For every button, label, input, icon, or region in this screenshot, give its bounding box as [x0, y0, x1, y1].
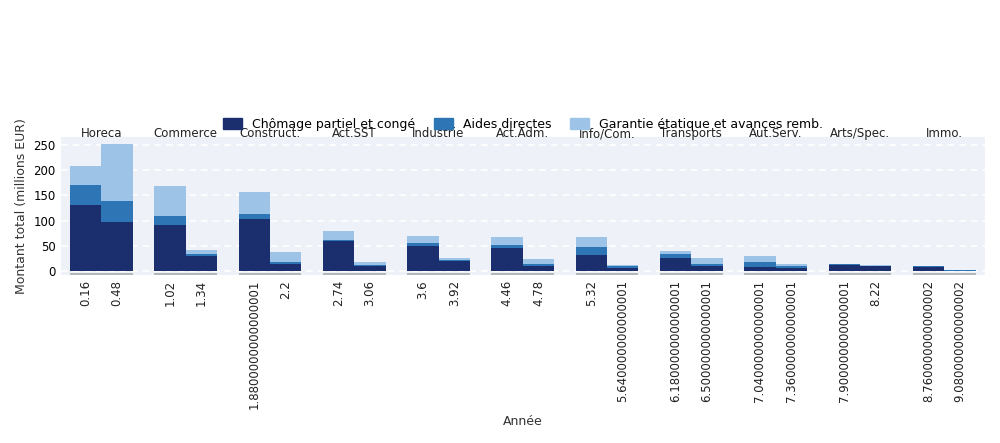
Bar: [407, 243, 439, 246]
Text: Arts/Spec.: Arts/Spec.: [830, 128, 890, 140]
Bar: [660, 259, 691, 271]
Bar: [776, 268, 807, 271]
Bar: [439, 260, 470, 271]
Bar: [744, 267, 776, 271]
Bar: [186, 254, 217, 256]
Bar: [576, 237, 607, 247]
Bar: [323, 240, 354, 241]
Bar: [354, 262, 386, 264]
Bar: [154, 216, 186, 225]
Bar: [523, 264, 554, 266]
Bar: [101, 144, 133, 201]
Bar: [913, 267, 944, 271]
Bar: [323, 241, 354, 271]
Bar: [691, 264, 723, 266]
Bar: [186, 256, 217, 271]
Bar: [101, 201, 133, 222]
Bar: [239, 214, 270, 219]
Bar: [860, 265, 891, 266]
Text: Commerce: Commerce: [154, 128, 218, 140]
Bar: [607, 268, 638, 271]
Bar: [270, 264, 301, 271]
Bar: [776, 266, 807, 268]
Bar: [491, 245, 523, 248]
Bar: [691, 266, 723, 271]
Bar: [660, 254, 691, 259]
Bar: [576, 255, 607, 271]
Bar: [913, 266, 944, 267]
Bar: [607, 266, 638, 268]
Bar: [239, 219, 270, 271]
Bar: [523, 259, 554, 264]
Bar: [691, 259, 723, 264]
Bar: [744, 256, 776, 262]
Bar: [576, 247, 607, 255]
Text: Transports: Transports: [660, 128, 722, 140]
Y-axis label: Montant total (millions EUR): Montant total (millions EUR): [15, 118, 28, 294]
Bar: [154, 225, 186, 271]
Bar: [101, 222, 133, 271]
Bar: [186, 250, 217, 254]
Text: Construct.: Construct.: [239, 128, 301, 140]
Bar: [491, 248, 523, 271]
Bar: [860, 266, 891, 271]
Text: Aut.Serv.: Aut.Serv.: [749, 128, 802, 140]
Text: Info/Com.: Info/Com.: [579, 128, 635, 140]
Text: Horeca: Horeca: [81, 128, 122, 140]
Bar: [439, 259, 470, 260]
Bar: [354, 266, 386, 271]
X-axis label: Année: Année: [503, 415, 543, 428]
Bar: [829, 264, 860, 265]
Bar: [154, 186, 186, 216]
Bar: [270, 253, 301, 262]
Text: Industrie: Industrie: [412, 128, 465, 140]
Text: Act.SST: Act.SST: [332, 128, 377, 140]
Bar: [354, 264, 386, 266]
Bar: [270, 262, 301, 264]
Bar: [491, 237, 523, 245]
Text: Act.Adm.: Act.Adm.: [496, 128, 549, 140]
Bar: [744, 262, 776, 267]
Bar: [70, 166, 101, 185]
Bar: [70, 185, 101, 205]
Bar: [407, 246, 439, 271]
Bar: [660, 251, 691, 254]
Text: Immo.: Immo.: [926, 128, 963, 140]
Bar: [829, 265, 860, 271]
Bar: [523, 266, 554, 271]
Bar: [70, 205, 101, 271]
Bar: [776, 264, 807, 266]
Bar: [407, 236, 439, 243]
Bar: [323, 231, 354, 240]
Bar: [607, 264, 638, 266]
Legend: Chômage partiel et congé, Aides directes, Garantie étatique et avances remb.: Chômage partiel et congé, Aides directes…: [218, 113, 828, 136]
Bar: [239, 192, 270, 214]
